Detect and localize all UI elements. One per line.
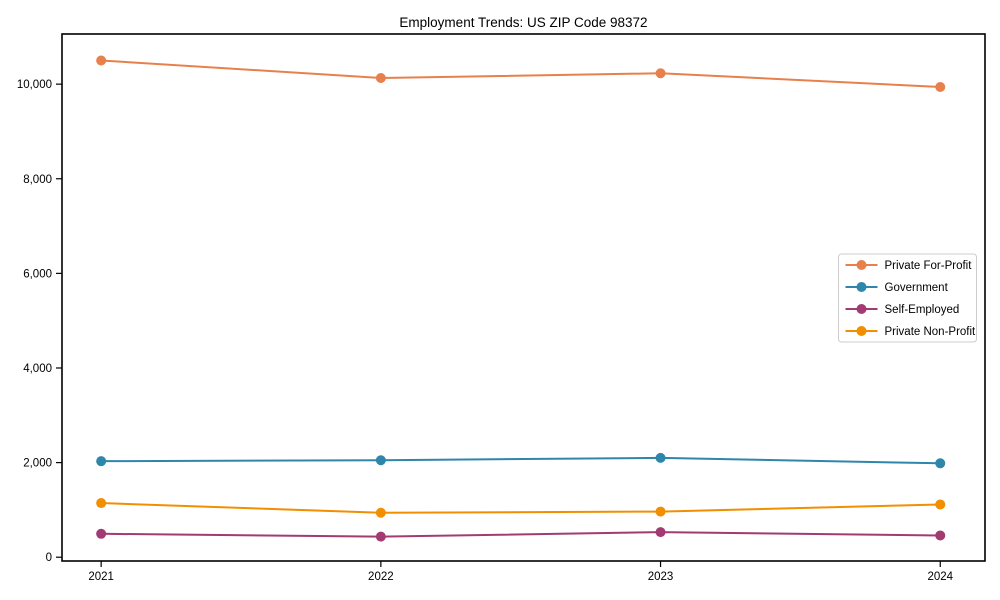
chart-title: Employment Trends: US ZIP Code 98372 bbox=[399, 15, 647, 30]
y-tick-label: 2,000 bbox=[23, 458, 52, 470]
x-tick-label: 2023 bbox=[648, 571, 674, 583]
series-line-self-employed bbox=[101, 531, 941, 538]
data-point-marker bbox=[655, 452, 666, 463]
plot-border bbox=[61, 33, 986, 562]
data-point-marker bbox=[655, 527, 666, 538]
legend-marker-dot bbox=[856, 304, 867, 314]
data-point-marker bbox=[655, 68, 666, 79]
data-point-marker bbox=[375, 72, 386, 83]
legend-item-label: Government bbox=[885, 282, 949, 294]
series-layer bbox=[96, 55, 946, 542]
legend-box bbox=[838, 253, 977, 343]
data-point-marker bbox=[935, 81, 946, 92]
data-point-marker bbox=[96, 528, 107, 539]
data-point-marker bbox=[96, 498, 107, 509]
data-point-marker bbox=[375, 455, 386, 466]
data-point-marker bbox=[655, 506, 666, 517]
series-line-private-non-profit bbox=[101, 502, 941, 514]
series-line-government bbox=[101, 456, 941, 465]
data-point-marker bbox=[935, 530, 946, 541]
legend-marker-dot bbox=[856, 282, 867, 292]
y-tick-label: 6,000 bbox=[23, 268, 52, 280]
data-point-marker bbox=[375, 531, 386, 542]
y-tick-label: 8,000 bbox=[23, 174, 52, 186]
x-tick-label: 2024 bbox=[927, 571, 953, 583]
data-point-marker bbox=[375, 507, 386, 518]
data-point-marker bbox=[96, 456, 107, 467]
data-point-marker bbox=[96, 55, 107, 66]
legend-item-label: Private Non-Profit bbox=[885, 326, 977, 338]
legend-marker-dot bbox=[856, 326, 867, 336]
y-tick-label: 10,000 bbox=[17, 79, 52, 91]
y-tick-label: 4,000 bbox=[23, 363, 52, 375]
data-point-marker bbox=[935, 499, 946, 510]
x-tick-label: 2022 bbox=[368, 571, 394, 583]
legend-marker-dot bbox=[856, 260, 867, 270]
legend-item-label: Self-Employed bbox=[885, 304, 960, 316]
series-line-private-for-profit bbox=[101, 59, 941, 88]
legend: Private For-Profit Government Self-Employe… bbox=[838, 253, 977, 343]
legend-item-label: Private For-Profit bbox=[885, 260, 973, 272]
data-point-marker bbox=[935, 458, 946, 469]
x-tick-label: 2021 bbox=[88, 571, 114, 583]
axes-layer: 0 2,000 4,000 6,000 8,000 10,000 2021 2022 2023 2… bbox=[17, 79, 954, 583]
y-tick-label: 0 bbox=[46, 552, 52, 564]
